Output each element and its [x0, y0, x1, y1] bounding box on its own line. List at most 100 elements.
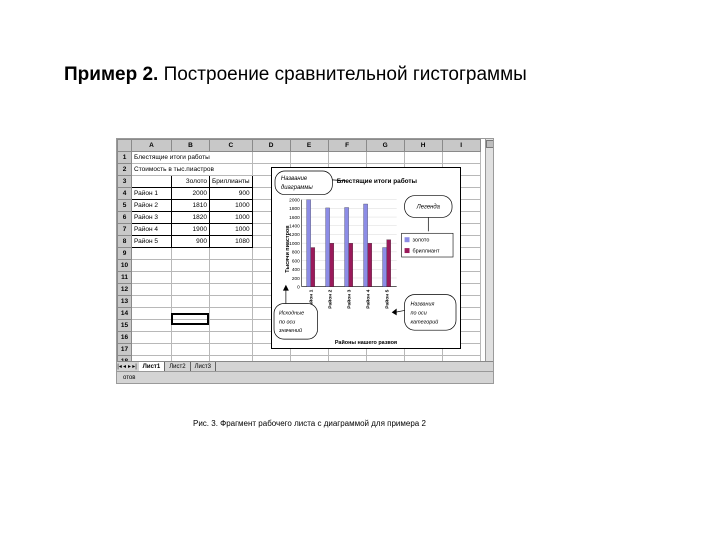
cell-c3[interactable]: Бриллианты: [209, 175, 253, 188]
row-header[interactable]: 1: [117, 151, 132, 164]
cell[interactable]: [171, 295, 210, 308]
row-header[interactable]: 12: [117, 283, 132, 296]
cell[interactable]: [131, 271, 172, 284]
cell-b3[interactable]: Золото: [171, 175, 210, 188]
cell[interactable]: [289, 151, 329, 164]
cell[interactable]: [209, 295, 253, 308]
row-header[interactable]: 11: [117, 271, 132, 284]
cell[interactable]: [171, 247, 210, 260]
cell-c6[interactable]: 1000: [209, 211, 253, 224]
cell[interactable]: [171, 259, 210, 272]
column-header-c[interactable]: C: [209, 139, 253, 152]
first-sheet-arrow[interactable]: |◂: [117, 364, 122, 370]
row-header[interactable]: 2: [117, 163, 132, 176]
cell[interactable]: [171, 331, 210, 344]
cell-a6[interactable]: Район 3: [131, 211, 172, 224]
cell-b8[interactable]: 900: [171, 235, 210, 248]
chart-legend[interactable]: золото бриллиант: [401, 232, 454, 258]
column-header-a[interactable]: A: [131, 139, 172, 152]
cell-a5[interactable]: Район 2: [131, 199, 172, 212]
cell[interactable]: [209, 343, 253, 356]
cell[interactable]: [131, 259, 172, 272]
row-header[interactable]: 5: [117, 199, 132, 212]
column-header-g[interactable]: G: [365, 139, 405, 152]
row-header[interactable]: 13: [117, 295, 132, 308]
row-header[interactable]: 4: [117, 187, 132, 200]
cell-c8[interactable]: 1080: [209, 235, 253, 248]
cell[interactable]: [327, 151, 367, 164]
cell-c5[interactable]: 1000: [209, 199, 253, 212]
cell-b6[interactable]: 1820: [171, 211, 210, 224]
cell-a7[interactable]: Район 4: [131, 223, 172, 236]
bar-diamonds: [367, 243, 372, 287]
cell[interactable]: [131, 343, 172, 356]
slide-title: Пример 2. Построение сравнительной гисто…: [64, 64, 527, 86]
row-header[interactable]: 15: [117, 319, 132, 332]
column-header-e[interactable]: E: [289, 139, 329, 152]
cell[interactable]: [209, 331, 253, 344]
row-header[interactable]: 8: [117, 235, 132, 248]
column-header-i[interactable]: I: [441, 139, 481, 152]
cell[interactable]: [441, 151, 481, 164]
callout-text: по оси: [411, 310, 427, 316]
row-header[interactable]: 14: [117, 307, 132, 320]
column-header-b[interactable]: B: [171, 139, 210, 152]
cell[interactable]: [209, 319, 253, 332]
cell-b4[interactable]: 2000: [171, 187, 210, 200]
bar-gold: [363, 203, 368, 287]
y-axis-label: Тысячи пиастров: [285, 225, 291, 273]
cell[interactable]: [171, 271, 210, 284]
y-tick-label: 0: [297, 284, 300, 290]
row-header[interactable]: 10: [117, 259, 132, 272]
row-header[interactable]: 9: [117, 247, 132, 260]
last-sheet-arrow[interactable]: ▸|: [132, 364, 137, 370]
cell-b5[interactable]: 1810: [171, 199, 210, 212]
callout-text: Названия: [411, 301, 435, 307]
vertical-scrollbar[interactable]: [485, 139, 493, 365]
cell-a8[interactable]: Район 5: [131, 235, 172, 248]
cell-a3[interactable]: [131, 175, 172, 188]
cell[interactable]: [209, 247, 253, 260]
embedded-chart[interactable]: Блестящие итоги работы Тысячи пиастров 0…: [271, 167, 461, 349]
next-sheet-arrow[interactable]: ▸: [127, 364, 131, 370]
cell-c4[interactable]: 900: [209, 187, 253, 200]
cell-a1[interactable]: Блестящие итоги работы: [131, 151, 253, 164]
cell[interactable]: [131, 283, 172, 296]
column-header-d[interactable]: D: [251, 139, 291, 152]
cell[interactable]: [131, 331, 172, 344]
sheet-tab-1[interactable]: Лист1: [138, 362, 166, 372]
sheet-tab-3[interactable]: Лист3: [191, 362, 216, 372]
column-header-f[interactable]: F: [327, 139, 367, 152]
cell-b7[interactable]: 1900: [171, 223, 210, 236]
cell-a2[interactable]: Стоимость в тыс.пиастров: [131, 163, 253, 176]
sheet-tab-2[interactable]: Лист2: [165, 362, 191, 372]
column-header-h[interactable]: H: [403, 139, 443, 152]
cell[interactable]: [131, 307, 172, 320]
cell[interactable]: [131, 319, 172, 332]
cell-a4[interactable]: Район 1: [131, 187, 172, 200]
y-tick-label: 200: [292, 276, 300, 282]
cell[interactable]: [209, 271, 253, 284]
cell[interactable]: [403, 151, 443, 164]
cell[interactable]: [209, 307, 253, 320]
callout-legend: Легенда: [404, 195, 453, 232]
cell[interactable]: [209, 283, 253, 296]
cell[interactable]: [131, 247, 172, 260]
row-header[interactable]: 16: [117, 331, 132, 344]
cell[interactable]: [171, 343, 210, 356]
cell[interactable]: [209, 259, 253, 272]
cell[interactable]: [171, 283, 210, 296]
row-header[interactable]: 3: [117, 175, 132, 188]
row-header[interactable]: 6: [117, 211, 132, 224]
cell-c7[interactable]: 1000: [209, 223, 253, 236]
prev-sheet-arrow[interactable]: ◂: [122, 364, 126, 370]
cell[interactable]: [365, 151, 405, 164]
scroll-up-arrow[interactable]: [486, 140, 493, 148]
row-header[interactable]: 7: [117, 223, 132, 236]
row-header[interactable]: 17: [117, 343, 132, 356]
active-cell-selection[interactable]: [171, 313, 209, 325]
select-all-corner[interactable]: [117, 139, 132, 152]
bar-diamonds: [386, 239, 391, 287]
cell[interactable]: [251, 151, 291, 164]
cell[interactable]: [131, 295, 172, 308]
